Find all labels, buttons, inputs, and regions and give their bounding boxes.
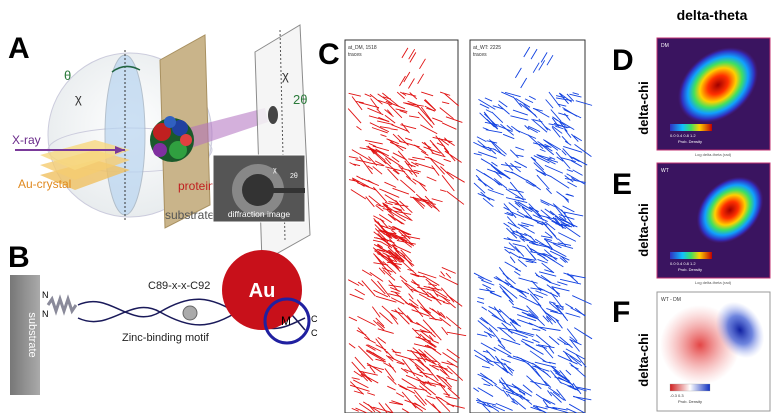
tag: WT - DM: [661, 297, 681, 303]
zinc-sphere: [183, 306, 197, 320]
panel-e: E delta-chi WT 0.0 0.4 0.8 1.2 Prob. Den…: [612, 163, 774, 285]
colorbar: [670, 124, 712, 131]
chi-label: χ: [75, 91, 82, 106]
substrate-label: substrate: [26, 312, 38, 357]
n-label: N: [42, 309, 49, 319]
colorbar-label: Prob. Density: [678, 267, 702, 272]
panel-letter: E: [612, 168, 632, 201]
c-label: C: [311, 314, 318, 324]
theta-label: θ: [64, 68, 71, 83]
panel-c: C at_DM, 1518 traces at_WT: 2225 traces: [318, 38, 592, 413]
panel-letter: D: [612, 44, 634, 77]
colorbar: [670, 252, 712, 259]
y-axis-label: delta-chi: [636, 81, 651, 134]
xray-label: X-ray: [12, 133, 41, 147]
panel-letter: A: [8, 32, 30, 65]
panel-letter: B: [8, 241, 30, 274]
detector-chi: χ: [282, 68, 289, 83]
panel-letter: C: [318, 38, 340, 71]
linker: [48, 299, 76, 311]
header: at_WT: 2225: [473, 45, 501, 51]
substrate-label: substrate: [165, 208, 215, 222]
header: at_DM, 1518: [348, 45, 377, 51]
header: traces: [348, 52, 362, 58]
metal-label: M: [281, 314, 291, 328]
y-axis-label: delta-chi: [636, 203, 651, 256]
panel-b: B substrate N N C89-x-x-C92 Au M C C Zin…: [8, 241, 318, 395]
colorbar-label: Prob. Density: [678, 399, 702, 404]
colorbar-label: Prob. Density: [678, 139, 702, 144]
colorbar-ticks: 0.0 0.4 0.8 1.2: [670, 133, 696, 138]
colorbar-ticks: -0.3 0.3: [670, 393, 684, 398]
detector-spot: [268, 106, 278, 124]
tag: WT: [661, 168, 669, 174]
tag: DM: [661, 43, 669, 49]
inset-caption: diffraction image: [228, 209, 290, 219]
n-label: N: [42, 290, 49, 300]
colorbar-ticks: 0.0 0.4 0.8 1.2: [670, 261, 696, 266]
panel-letter: F: [612, 296, 630, 329]
column-title: delta-theta: [677, 7, 748, 23]
header: traces: [473, 52, 487, 58]
panel-f: F delta-chi WT - DM -0.3 0.3 Prob. Densi…: [612, 292, 774, 411]
motif-label: Zinc-binding motif: [122, 332, 210, 344]
two-theta: 2θ: [293, 92, 307, 107]
au-label: Au: [249, 280, 276, 302]
au-crystal-label: Au-crystal: [18, 177, 71, 191]
panel-d: delta-theta D delta-chi DM 0.0 0.4 0.8 1…: [612, 7, 773, 157]
inset-chi: χ: [273, 167, 277, 174]
inset-two-theta: 2θ: [290, 173, 298, 180]
c-label: C: [311, 328, 318, 338]
beamstop: [242, 174, 274, 206]
colorbar: [670, 384, 710, 391]
figure: A θ χ X-ray Au-crystal protein substrate…: [0, 0, 774, 413]
residues: C89-x-x-C92: [148, 280, 210, 292]
beamstop-arm: [270, 188, 305, 193]
x-axis-label: Log delta-theta (rad): [695, 152, 732, 157]
y-axis-label: delta-chi: [636, 333, 651, 386]
panel-a: A θ χ X-ray Au-crystal protein substrate…: [8, 25, 310, 262]
protein-label: protein: [178, 179, 215, 193]
x-axis-label: Log delta-theta (rad): [695, 280, 732, 285]
